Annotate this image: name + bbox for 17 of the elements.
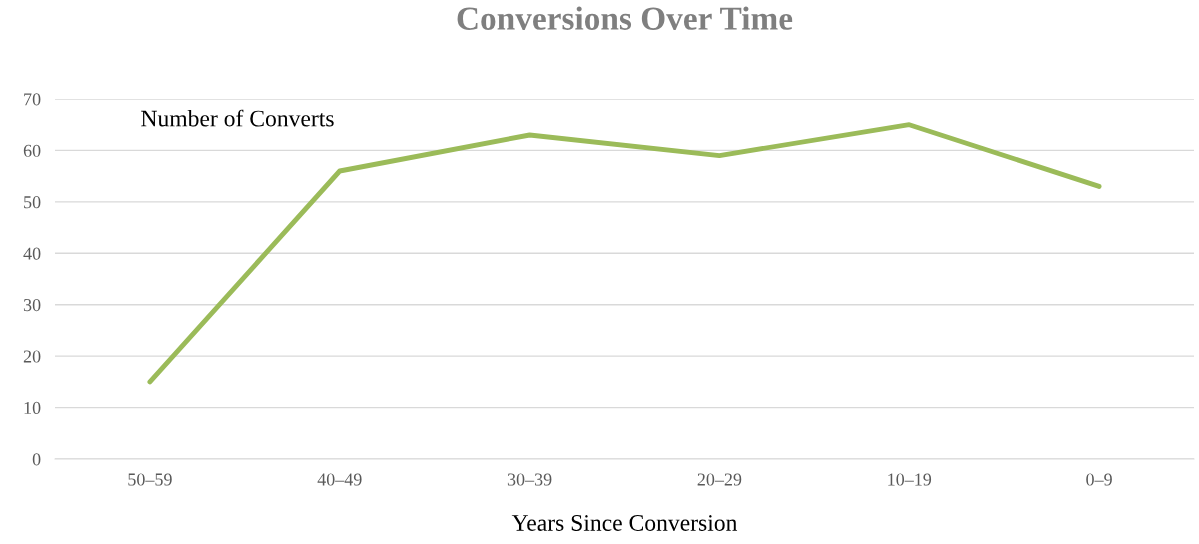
- annotation: Number of Converts: [141, 109, 334, 127]
- x-tick-label: 0–9: [1086, 473, 1112, 486]
- y-tick-label: 60: [23, 144, 41, 157]
- y-tick-label: 50: [24, 196, 41, 209]
- x-tick-label: 40–49: [317, 473, 362, 486]
- y-tick-label: 20: [23, 350, 41, 363]
- y-tick-label: 30: [23, 298, 41, 312]
- x-tick-label: 20–29: [697, 473, 742, 486]
- x-tick-label: 50–59: [128, 473, 172, 486]
- y-tick-label: 70: [24, 93, 41, 106]
- y-tick-label: 10: [24, 401, 41, 415]
- x-tick-label: 10–19: [888, 473, 932, 486]
- x-tick-label: 30–39: [507, 473, 552, 486]
- y-tick-label: 0: [32, 453, 41, 466]
- x-axis-title: Years Since Conversion: [511, 515, 738, 531]
- chart-title: Conversions Over Time: [457, 6, 793, 30]
- y-tick-label: 40: [23, 247, 41, 260]
